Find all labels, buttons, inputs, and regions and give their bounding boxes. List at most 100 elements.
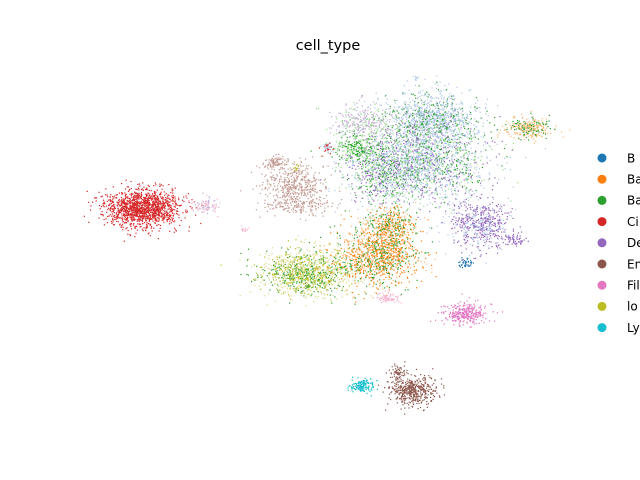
scatter-point	[127, 186, 130, 188]
scatter-point	[118, 209, 120, 211]
scatter-point	[371, 136, 373, 138]
scatter-point	[416, 126, 418, 128]
scatter-point	[130, 180, 132, 183]
scatter-point	[482, 144, 485, 146]
scatter-point	[410, 190, 412, 192]
scatter-point	[280, 185, 282, 187]
scatter-point	[264, 202, 266, 204]
scatter-point	[453, 95, 455, 97]
scatter-point	[290, 181, 293, 183]
scatter-point	[141, 207, 143, 209]
scatter-point	[402, 172, 404, 174]
scatter-point	[154, 193, 156, 195]
scatter-point	[418, 178, 420, 180]
scatter-point	[214, 209, 216, 211]
scatter-point	[148, 218, 150, 221]
scatter-point	[409, 133, 411, 135]
scatter-point	[110, 208, 112, 210]
scatter-point	[128, 214, 130, 217]
scatter-point	[214, 199, 216, 202]
scatter-point	[301, 186, 303, 188]
scatter-point	[467, 153, 469, 156]
scatter-point	[318, 204, 320, 206]
scatter-point	[447, 151, 449, 153]
scatter-point	[475, 190, 477, 192]
scatter-point	[411, 137, 413, 139]
scatter-point	[109, 214, 111, 216]
scatter-point	[300, 191, 302, 193]
scatter-point	[198, 203, 200, 205]
scatter-point	[428, 139, 430, 141]
scatter-point	[453, 109, 456, 111]
scatter-point	[419, 218, 421, 220]
scatter-point	[401, 124, 403, 126]
scatter-point	[283, 182, 285, 184]
scatter-point	[406, 140, 408, 142]
scatter-point	[271, 162, 273, 164]
scatter-point	[395, 121, 398, 123]
scatter-point	[167, 214, 169, 217]
scatter-point	[397, 137, 399, 139]
scatter-point	[442, 120, 445, 122]
scatter-point	[293, 187, 295, 189]
scatter-point	[287, 193, 289, 195]
scatter-point	[384, 137, 386, 139]
scatter-point	[313, 202, 315, 204]
scatter-point	[306, 171, 308, 173]
scatter-point	[452, 118, 455, 120]
scatter-point	[184, 217, 186, 219]
scatter-point	[426, 105, 429, 107]
scatter-point	[300, 208, 302, 210]
scatter-point	[392, 181, 394, 183]
scatter-point	[112, 221, 114, 223]
scatter-point	[422, 142, 424, 144]
scatter-point	[455, 152, 457, 154]
scatter-point	[172, 196, 175, 198]
scatter-point	[241, 229, 244, 231]
scatter-point	[481, 166, 483, 169]
scatter-point	[323, 179, 325, 181]
scatter-point	[391, 147, 393, 149]
scatter-point	[271, 204, 274, 206]
scatter-point	[406, 108, 408, 110]
scatter-point	[395, 149, 398, 151]
scatter-point	[126, 202, 128, 204]
scatter-point	[154, 210, 156, 212]
scatter-point	[278, 153, 280, 156]
scatter-point	[407, 129, 409, 132]
scatter-point	[399, 132, 401, 134]
scatter-point	[369, 158, 371, 160]
scatter-point	[155, 197, 157, 199]
scatter-point	[423, 169, 425, 171]
scatter-point	[427, 124, 429, 126]
scatter-point	[477, 130, 479, 132]
scatter-point	[423, 122, 426, 124]
scatter-point	[186, 211, 188, 214]
scatter-point	[426, 121, 429, 123]
scatter-point	[131, 196, 133, 198]
scatter-point	[475, 169, 477, 171]
scatter-point	[306, 201, 308, 203]
scatter-point	[449, 204, 451, 206]
scatter-point	[262, 163, 264, 166]
scatter-point	[393, 106, 395, 108]
scatter-point	[435, 139, 437, 141]
scatter-point	[414, 172, 416, 174]
scatter-point	[273, 155, 275, 157]
scatter-point	[424, 100, 426, 102]
scatter-point	[410, 107, 412, 109]
scatter-point	[169, 218, 172, 221]
scatter-point	[131, 217, 133, 219]
scatter-point	[463, 157, 465, 159]
scatter-point	[419, 111, 421, 113]
scatter-point	[420, 152, 422, 154]
scatter-point	[155, 212, 157, 214]
scatter-point	[305, 219, 307, 221]
scatter-point	[146, 201, 149, 203]
scatter-point	[434, 133, 436, 135]
scatter-point	[401, 166, 403, 168]
scatter-point	[135, 208, 137, 210]
scatter-point	[306, 180, 309, 182]
scatter-point	[402, 184, 404, 186]
scatter-point	[138, 205, 140, 207]
